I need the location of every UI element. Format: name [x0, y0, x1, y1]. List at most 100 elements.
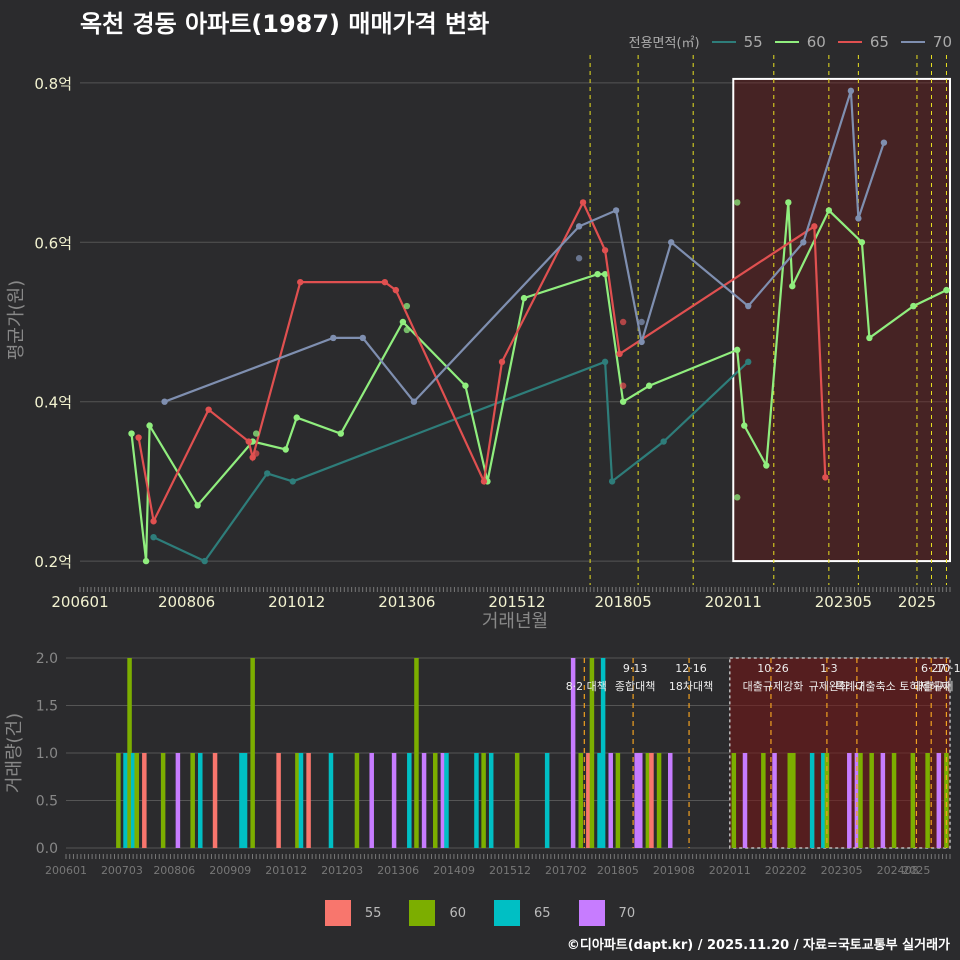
- series-line-65: [137, 199, 827, 525]
- data-point-60: [194, 502, 201, 509]
- data-point-65: [616, 350, 623, 358]
- bar-y-tick-label: 0.0: [36, 841, 58, 857]
- data-point-55: [745, 358, 752, 366]
- volume-bar-60: [645, 753, 651, 848]
- volume-bar-60: [116, 753, 121, 848]
- legend-title: 전용면적(㎡): [628, 36, 700, 51]
- data-point-60: [462, 382, 469, 389]
- data-point-65: [811, 223, 818, 230]
- legend-label-65: 65: [869, 32, 889, 51]
- policy-name-label: 특례대출축소 토허제해제: [835, 679, 950, 693]
- volume-bar-65: [488, 753, 494, 848]
- volume-bar-60: [354, 753, 360, 848]
- data-point-70: [855, 215, 862, 222]
- volume-bar-70: [634, 753, 639, 848]
- data-point-70: [359, 334, 367, 342]
- data-point-70: [638, 318, 645, 326]
- volume-bar-60: [295, 753, 300, 848]
- data-point-60: [789, 282, 796, 290]
- bar-legend-label-55: 55: [364, 905, 382, 921]
- volume-bar-60: [589, 658, 595, 848]
- data-point-70: [161, 398, 168, 405]
- volume-bar-65: [597, 753, 602, 848]
- data-point-60: [785, 199, 792, 206]
- volume-bar-70: [854, 753, 860, 848]
- bar-legend-key-60: [409, 900, 436, 926]
- data-point-60: [645, 382, 653, 389]
- series-line-55: [153, 360, 749, 563]
- policy-date-label: 9·13: [623, 662, 648, 675]
- data-point-60: [619, 398, 627, 405]
- data-point-70: [638, 338, 645, 346]
- policy-name-label: ·7: [854, 680, 865, 693]
- data-point-55: [608, 478, 616, 485]
- y-tick-label: 0.2억: [34, 553, 72, 571]
- volume-bar-55: [649, 753, 654, 848]
- data-point-70: [575, 255, 583, 262]
- volume-bar-60: [615, 753, 621, 848]
- bar-legend-label-70: 70: [618, 905, 636, 921]
- volume-bar-60: [824, 753, 830, 848]
- volume-bar-60: [787, 753, 793, 848]
- legend-bottom: 55 60 65 70: [0, 900, 960, 926]
- bar-legend-item-65: 65: [494, 900, 551, 926]
- bar-y-tick-label: 2.0: [36, 651, 58, 667]
- volume-bar-70: [369, 753, 374, 848]
- bar-legend-label-65: 65: [534, 905, 551, 921]
- bar-x-tick-label: 201908: [653, 864, 695, 877]
- data-point-55: [264, 470, 271, 477]
- volume-bar-65: [821, 753, 826, 848]
- policy-date-label: 10·1: [936, 662, 960, 675]
- x-tick-label: 201512: [488, 593, 545, 611]
- bar-y-tick-label: 1.5: [36, 699, 58, 715]
- data-point-70: [575, 223, 583, 230]
- bar-legend-key-55: [324, 900, 351, 926]
- data-point-60: [910, 302, 917, 310]
- data-point-60: [734, 346, 741, 354]
- bar-x-tick-label: 200909: [209, 864, 251, 877]
- bar-legend-item-55: 55: [324, 900, 382, 926]
- volume-bar-60: [250, 658, 255, 848]
- data-point-60: [403, 326, 411, 334]
- bar-x-tick-label: 201805: [597, 864, 639, 877]
- bar-legend-item-60: 60: [409, 900, 466, 926]
- data-point-65: [392, 286, 400, 294]
- y-tick-label: 0.8억: [34, 75, 72, 93]
- volume-bar-60: [127, 658, 132, 848]
- data-point-60: [128, 430, 135, 437]
- data-point-65: [480, 478, 488, 485]
- data-point-65: [498, 358, 506, 366]
- y-tick-label: 0.6억: [34, 234, 72, 252]
- volume-bar-60: [160, 753, 166, 848]
- data-point-65: [245, 438, 252, 445]
- policy-date-label: 12·16: [675, 662, 707, 675]
- policy-name-label: 규제완화: [809, 680, 849, 693]
- volume-bar-70: [570, 658, 576, 848]
- volume-bar-70: [668, 753, 673, 848]
- x-tick-label: 202011: [705, 593, 762, 611]
- data-point-65: [822, 474, 829, 481]
- data-point-70: [745, 302, 752, 310]
- bar-legend-key-65: [494, 900, 520, 926]
- data-point-60: [858, 239, 866, 246]
- bar-x-tick-label: 202408: [877, 864, 919, 877]
- series-line-60: [130, 202, 947, 562]
- bar-y-tick-label: 1.0: [36, 746, 58, 762]
- volume-bar-70: [175, 753, 181, 848]
- volume-bar-65: [809, 753, 815, 848]
- bar-legend-item-70: 70: [578, 900, 636, 926]
- volume-bar-70: [742, 753, 748, 848]
- volume-bar-55: [586, 753, 591, 848]
- data-point-60: [253, 430, 260, 437]
- bar-x-tick-label: 201702: [545, 864, 587, 877]
- legend-item-60: 60: [774, 33, 826, 51]
- volume-bar-70: [936, 753, 942, 848]
- bar-x-tick-label: 201203: [321, 864, 363, 877]
- volume-bar-55: [306, 753, 311, 848]
- legend-line-60: [774, 40, 799, 43]
- legend-item-65: 65: [837, 32, 889, 51]
- volume-bar-60: [656, 753, 662, 848]
- volume-bar-70: [638, 753, 643, 848]
- policy-date-label: 10·26: [757, 662, 789, 675]
- chart-canvas: 0.2억 0.4억 0.6억 0.8억 200601 200806 201012 201306…: [4, 55, 960, 877]
